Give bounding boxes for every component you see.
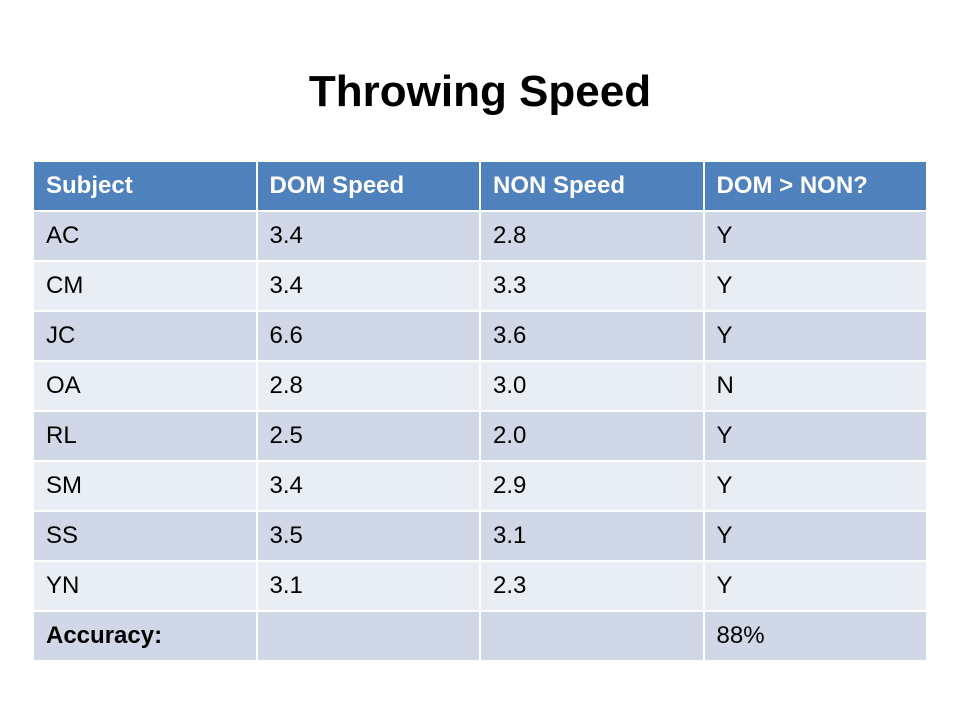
header-subject: Subject — [32, 160, 258, 212]
table-row: SM 3.4 2.9 Y — [32, 460, 928, 512]
accuracy-empty-cell — [255, 610, 481, 662]
cell-subject: OA — [32, 360, 258, 412]
table-row: JC 6.6 3.6 Y — [32, 310, 928, 362]
cell-dom-speed: 3.5 — [255, 510, 481, 562]
cell-subject: CM — [32, 260, 258, 312]
cell-dom-speed: 3.1 — [255, 560, 481, 612]
header-non-speed: NON Speed — [479, 160, 705, 212]
cell-subject: JC — [32, 310, 258, 362]
cell-dom-greater: Y — [702, 260, 928, 312]
accuracy-value: 88% — [702, 610, 928, 662]
header-dom-greater: DOM > NON? — [702, 160, 928, 212]
cell-dom-greater: Y — [702, 460, 928, 512]
cell-non-speed: 2.9 — [479, 460, 705, 512]
accuracy-row: Accuracy: 88% — [32, 610, 928, 662]
cell-non-speed: 2.0 — [479, 410, 705, 462]
table-header-row: Subject DOM Speed NON Speed DOM > NON? — [32, 160, 928, 212]
speed-table: Subject DOM Speed NON Speed DOM > NON? A… — [32, 160, 928, 662]
accuracy-empty-cell — [479, 610, 705, 662]
table-row: AC 3.4 2.8 Y — [32, 210, 928, 262]
cell-dom-greater: N — [702, 360, 928, 412]
cell-subject: AC — [32, 210, 258, 262]
cell-dom-speed: 3.4 — [255, 260, 481, 312]
cell-dom-greater: Y — [702, 310, 928, 362]
table-row: CM 3.4 3.3 Y — [32, 260, 928, 312]
cell-dom-speed: 6.6 — [255, 310, 481, 362]
slide-title: Throwing Speed — [308, 67, 652, 116]
cell-non-speed: 2.3 — [479, 560, 705, 612]
cell-dom-speed: 2.8 — [255, 360, 481, 412]
accuracy-label: Accuracy: — [32, 610, 258, 662]
header-dom-speed: DOM Speed — [255, 160, 481, 212]
cell-non-speed: 3.6 — [479, 310, 705, 362]
cell-dom-greater: Y — [702, 410, 928, 462]
table-row: RL 2.5 2.0 Y — [32, 410, 928, 462]
cell-non-speed: 3.1 — [479, 510, 705, 562]
table-row: YN 3.1 2.3 Y — [32, 560, 928, 612]
cell-subject: SS — [32, 510, 258, 562]
cell-subject: RL — [32, 410, 258, 462]
cell-non-speed: 2.8 — [479, 210, 705, 262]
cell-dom-greater: Y — [702, 560, 928, 612]
cell-dom-greater: Y — [702, 510, 928, 562]
cell-dom-speed: 3.4 — [255, 210, 481, 262]
cell-subject: SM — [32, 460, 258, 512]
cell-dom-speed: 3.4 — [255, 460, 481, 512]
cell-dom-greater: Y — [702, 210, 928, 262]
cell-dom-speed: 2.5 — [255, 410, 481, 462]
table-row: SS 3.5 3.1 Y — [32, 510, 928, 562]
cell-non-speed: 3.0 — [479, 360, 705, 412]
cell-subject: YN — [32, 560, 258, 612]
table-row: OA 2.8 3.0 N — [32, 360, 928, 412]
cell-non-speed: 3.3 — [479, 260, 705, 312]
